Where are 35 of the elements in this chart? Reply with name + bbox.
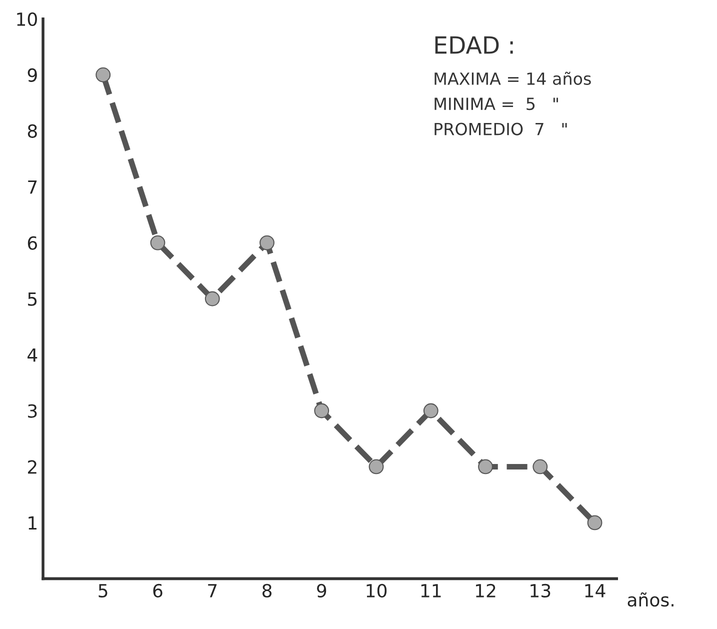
point	[532, 459, 548, 474]
point	[423, 403, 438, 418]
point	[204, 291, 220, 306]
y-tick-label: 3	[28, 404, 37, 418]
annotation: PROMEDIO 7 "	[434, 122, 567, 136]
point	[150, 235, 166, 250]
y-tick-label: 6	[28, 236, 38, 250]
y-tick-label: 8	[28, 124, 37, 138]
y-tick-label: 2	[28, 460, 36, 474]
y-tick-label: 4	[28, 348, 38, 362]
point	[260, 235, 274, 250]
x-tick-label: 7	[208, 584, 217, 598]
annotation: MAXIMA = 14 años	[434, 72, 591, 85]
y-tick-label: 10	[17, 12, 37, 26]
point	[96, 67, 111, 82]
point	[314, 403, 330, 418]
point	[368, 459, 384, 474]
x-tick-label: 12	[476, 584, 496, 598]
y-tick-label: 5	[28, 292, 37, 306]
annotation: EDAD :	[435, 36, 513, 54]
y-tick-label: 9	[28, 68, 37, 82]
x-tick-label: 6	[153, 584, 162, 598]
x-tick-label: 13	[530, 584, 550, 598]
x-tick-label: 9	[317, 584, 326, 598]
x-tick-label: 14	[585, 584, 606, 598]
x-axis-title: años.	[628, 592, 674, 607]
y-tick-label: 1	[28, 516, 36, 530]
x-tick-label: 5	[98, 584, 108, 598]
point	[478, 459, 493, 474]
y-tick-label: 7	[28, 180, 37, 194]
x-tick-label: 11	[421, 584, 441, 598]
point	[587, 515, 602, 530]
annotation: MINIMA = 5 "	[434, 98, 558, 110]
x-tick-label: 8	[262, 584, 272, 598]
x-tick-label: 10	[366, 584, 387, 598]
